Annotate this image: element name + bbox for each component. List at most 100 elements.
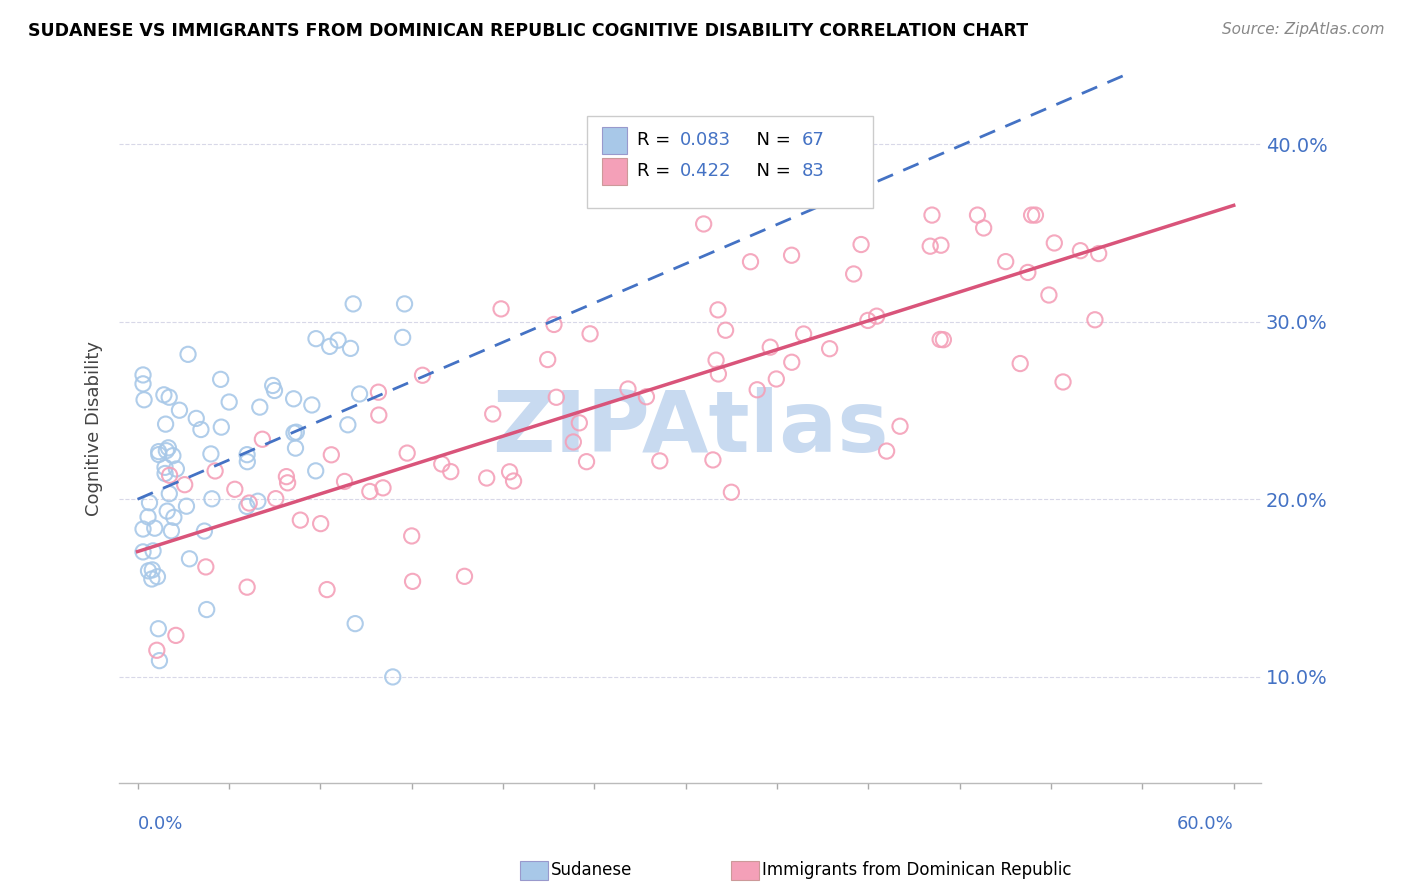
Point [1087,246,1109,260]
Point [920,239,942,253]
Point [148,444,170,458]
Point [1010,357,1032,371]
Point [190,423,212,437]
Point [143,521,166,535]
Point [305,464,328,478]
Point [714,323,737,337]
Point [157,390,180,404]
Point [1069,244,1091,258]
Point [440,465,463,479]
Point [759,340,782,354]
Point [319,339,342,353]
Point [740,254,762,268]
Point [579,326,602,341]
Point [177,347,200,361]
Point [401,574,423,589]
Text: Immigrants from Dominican Republic: Immigrants from Dominican Republic [762,861,1071,879]
Point [543,318,565,332]
Point [173,477,195,491]
Point [401,529,423,543]
Point [283,425,305,440]
Point [856,313,879,327]
Point [546,390,568,404]
Point [179,551,201,566]
Point [502,474,524,488]
Point [692,217,714,231]
Point [156,504,179,518]
Point [489,301,512,316]
Point [236,500,259,514]
Point [1021,208,1043,222]
Point [765,372,787,386]
Point [285,425,308,440]
Point [568,416,591,430]
Point [453,569,475,583]
Point [336,417,359,432]
Y-axis label: Cognitive Disability: Cognitive Disability [86,341,103,516]
Point [195,602,218,616]
Point [276,469,298,483]
Point [818,342,841,356]
Point [162,449,184,463]
Point [475,471,498,485]
Point [1043,235,1066,250]
Point [932,333,955,347]
Text: 83: 83 [801,162,825,180]
Point [966,208,988,222]
Point [153,388,176,402]
Point [349,387,371,401]
Point [157,486,180,500]
Point [780,355,803,369]
Point [396,446,419,460]
Point [262,378,284,392]
Point [367,385,389,400]
Point [204,464,226,478]
Point [148,448,170,462]
Text: N =: N = [745,131,797,150]
Point [138,564,160,578]
Text: 67: 67 [801,131,825,150]
Point [138,496,160,510]
Text: 0.422: 0.422 [681,162,731,180]
Point [236,455,259,469]
Text: Sudanese: Sudanese [551,861,633,879]
Point [342,297,364,311]
Point [209,420,232,434]
Point [132,376,155,391]
Point [141,563,163,577]
Point [430,457,453,471]
Point [720,485,742,500]
Point [929,333,952,347]
Point [1052,375,1074,389]
Point [157,441,180,455]
Point [316,582,339,597]
Point [1038,288,1060,302]
Point [160,524,183,538]
Point [201,491,224,506]
Point [153,467,176,481]
Text: R =: R = [637,131,675,150]
Point [194,560,217,574]
Point [277,475,299,490]
Point [1084,313,1107,327]
Point [200,447,222,461]
Point [412,368,434,383]
Point [381,670,404,684]
Point [1024,208,1046,222]
Point [889,419,911,434]
Point [153,460,176,475]
Point [344,616,367,631]
Point [359,484,381,499]
Point [132,522,155,536]
Point [707,367,730,381]
Point [575,455,598,469]
Text: 60.0%: 60.0% [1177,815,1233,833]
Point [264,491,287,506]
Point [391,330,413,344]
Point [994,254,1017,268]
Point [702,453,724,467]
Point [309,516,332,531]
FancyBboxPatch shape [588,116,873,208]
Point [367,408,389,422]
Point [238,496,260,510]
